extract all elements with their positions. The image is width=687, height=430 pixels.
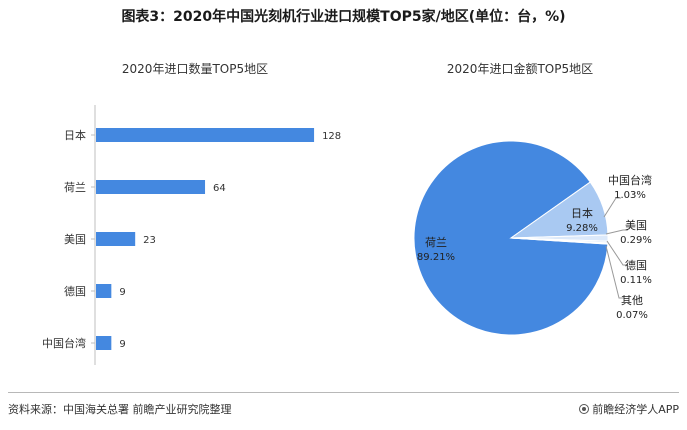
pie-slice-value: 0.29%: [620, 235, 652, 246]
bar-value-label: 9: [119, 339, 125, 350]
bar-value-label: 23: [143, 235, 156, 246]
brand-label: 前瞻经济学人APP: [592, 403, 679, 416]
pie-slice-name: 荷兰: [425, 236, 447, 249]
bar-chart-title: 2020年进口数量TOP5地区: [121, 62, 269, 76]
pie-slice-value: 1.03%: [614, 190, 646, 201]
pie-slice-name: 德国: [625, 258, 647, 272]
pie-leader-line: [605, 229, 628, 235]
footer-divider: [8, 392, 679, 393]
bar-category-label: 中国台湾: [42, 336, 86, 350]
bar-chart: 日本 128 荷兰 64 美国 23 德国 9 中国台湾 9: [42, 105, 341, 365]
pie-slice-value: 89.21%: [417, 252, 455, 263]
bar: [96, 180, 206, 194]
brand-logo-icon: [579, 404, 590, 414]
bar: [96, 336, 112, 350]
brand-credit: 前瞻经济学人APP: [579, 401, 679, 417]
pie-chart-title: 2020年进口金额TOP5地区: [446, 62, 594, 76]
source-note: 资料来源：中国海关总署 前瞻产业研究院整理: [8, 403, 232, 416]
bar-category-label: 德国: [64, 284, 86, 298]
bar-category-label: 荷兰: [64, 181, 86, 194]
bar: [96, 128, 315, 142]
pie-chart: 荷兰 89.21% 日本 9.28% 中国台湾 1.03% 美国 0.29% 德国 0.11% 其他…: [413, 140, 652, 336]
bar-category-label: 美国: [64, 233, 86, 246]
pie-slice-value: 0.11%: [620, 275, 652, 286]
bar: [96, 232, 136, 246]
pie-slice-value: 0.07%: [616, 310, 648, 321]
pie-leader-line: [606, 240, 628, 266]
pie-slice-name: 其他: [621, 294, 643, 307]
bar-value-label: 128: [322, 131, 341, 142]
pie-slice-name: 日本: [571, 206, 593, 220]
bar-value-label: 9: [119, 287, 125, 298]
bar: [96, 284, 112, 298]
pie-slice-value: 9.28%: [566, 223, 598, 234]
pie-leader-line: [603, 197, 621, 218]
pie-slice: [510, 237, 609, 245]
pie-slice-name: 美国: [625, 219, 647, 232]
bar-value-label: 64: [213, 183, 226, 194]
pie-leader-line: [605, 245, 624, 299]
page-title: 图表3：2020年中国光刻机行业进口规模TOP5家/地区(单位：台，%): [121, 9, 566, 25]
bar-category-label: 日本: [64, 128, 86, 142]
pie-slice-name: 中国台湾: [608, 173, 652, 187]
